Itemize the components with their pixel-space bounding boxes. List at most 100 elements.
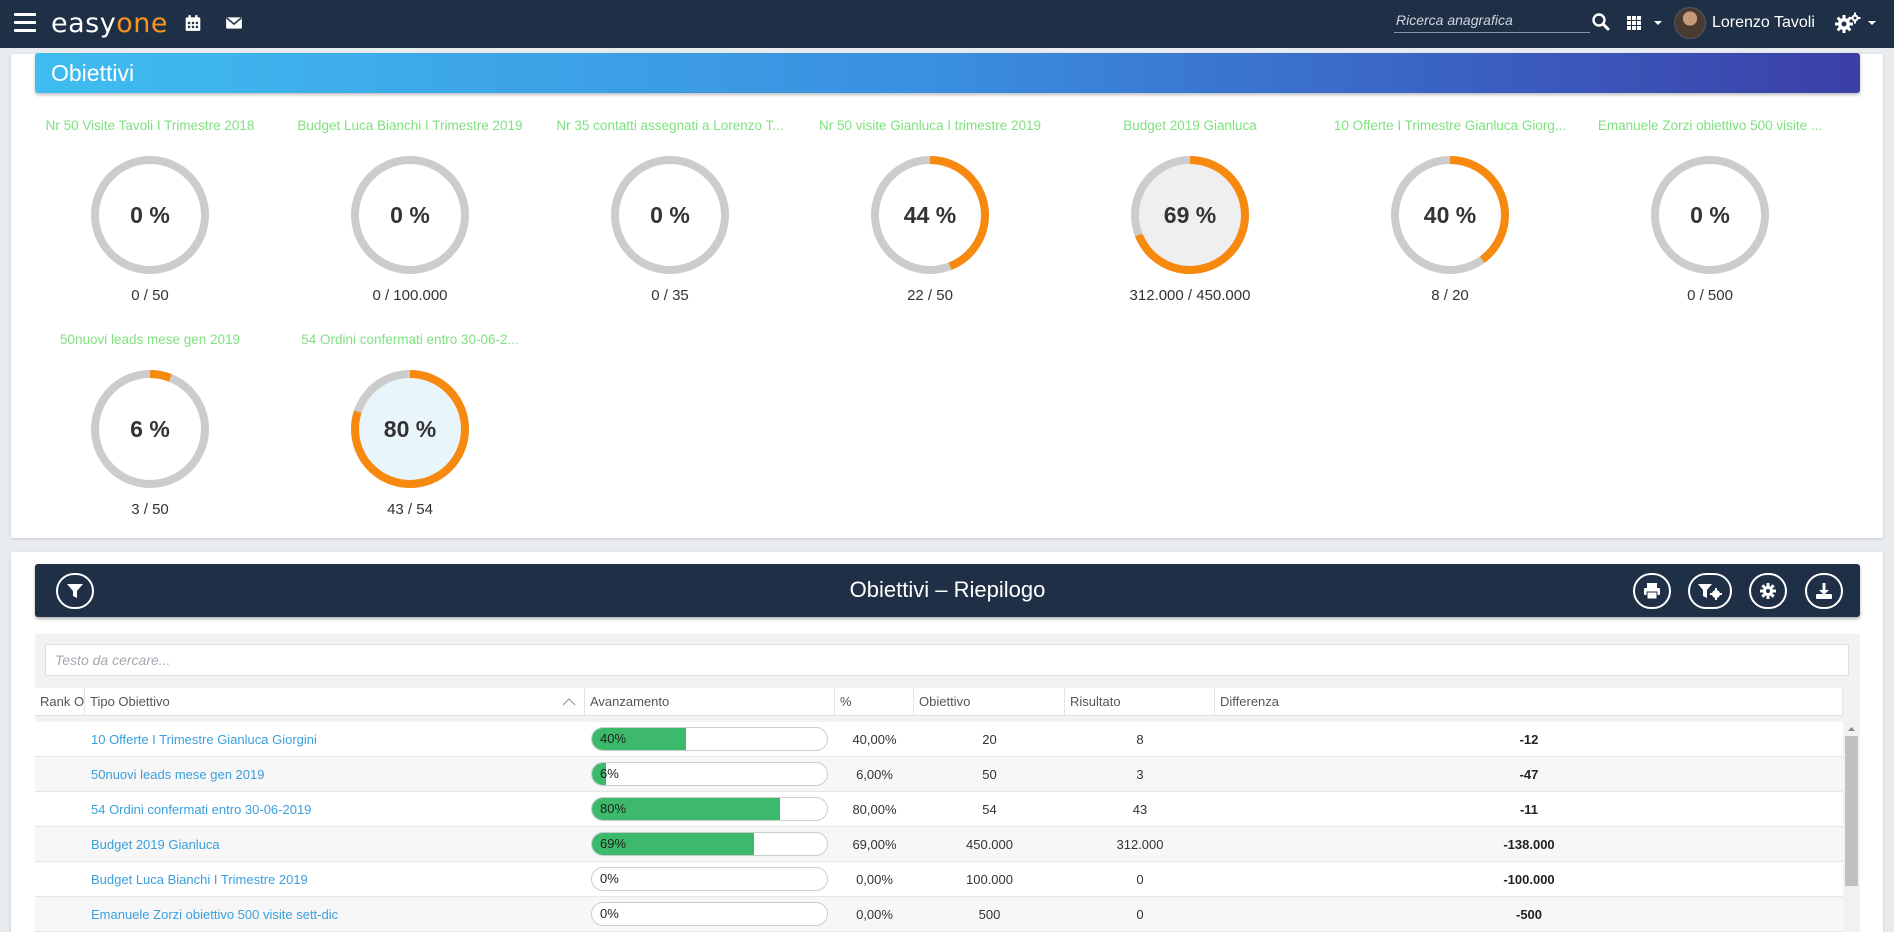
objective-gauge[interactable]: 54 Ordini confermati entro 30-06-2... 80 … [280, 332, 540, 542]
progress-bar-fill [592, 763, 607, 785]
objective-gauge[interactable]: Nr 35 contatti assegnati a Lorenzo T... 0… [540, 118, 800, 328]
gauge-value: 0 / 500 [1687, 287, 1733, 304]
table-row[interactable]: 50nuovi leads mese gen 2019 6% 6,00% 50 3 -47 [35, 757, 1843, 792]
objective-gauge[interactable]: Budget 2019 Gianluca 69 % 312.000 / 450.00… [1060, 118, 1320, 328]
download-button[interactable] [1805, 573, 1843, 609]
gauge-title: Budget 2019 Gianluca [1123, 118, 1257, 133]
gauge-track [611, 156, 729, 274]
gauge-ring [611, 156, 729, 274]
filter-icon [67, 584, 83, 598]
gauge-track [91, 156, 209, 274]
envelope-icon[interactable] [225, 14, 243, 32]
objective-gauge[interactable]: Emanuele Zorzi obiettivo 500 visite ... 0… [1580, 118, 1840, 328]
table-row[interactable]: 54 Ordini confermati entro 30-06-2019 80%… [35, 792, 1843, 827]
user-avatar[interactable] [1674, 7, 1706, 39]
table-row[interactable]: Budget Luca Bianchi I Trimestre 2019 0% 0,… [35, 862, 1843, 897]
target-cell: 500 [978, 907, 1001, 922]
progress-bar: 40% [591, 727, 828, 751]
progress-bar-label: 40% [600, 731, 627, 746]
gauge-percent: 40 % [1423, 202, 1477, 228]
progress-bar-label: 0% [600, 871, 619, 886]
settings-button[interactable] [1749, 573, 1787, 609]
gauge-value: 0 / 35 [651, 287, 689, 304]
gauge-title: Budget Luca Bianchi I Trimestre 2019 [297, 118, 523, 133]
target-cell: 50 [982, 767, 997, 782]
gauge-center [99, 378, 201, 480]
progress-bar-label: 80% [600, 801, 627, 816]
gauge-center [359, 378, 461, 480]
calendar-icon[interactable] [184, 14, 202, 32]
gauge-percent: 80 % [383, 416, 437, 442]
progress-bar: 80% [591, 797, 828, 821]
gauge-progress-arc [1391, 156, 1509, 274]
objective-type-link[interactable]: Budget 2019 Gianluca [91, 837, 220, 852]
objective-gauge[interactable]: 10 Offerte I Trimestre Gianluca Giorg...… [1320, 118, 1580, 328]
objective-type-link[interactable]: Budget Luca Bianchi I Trimestre 2019 [91, 872, 308, 887]
col-rank-header[interactable]: Rank O [35, 688, 85, 716]
table-row[interactable]: Budget 2019 Gianluca 69% 69,00% 450.000 312.… [35, 827, 1843, 862]
table-search-box[interactable] [45, 644, 1849, 676]
gauge-center [1399, 164, 1501, 266]
gauge-percent: 44 % [903, 202, 957, 228]
gauge-ring [1651, 156, 1769, 274]
scrollbar-thumb[interactable] [1845, 736, 1858, 886]
objectives-panel [11, 54, 1883, 538]
gauge-title: Emanuele Zorzi obiettivo 500 visite ... [1597, 118, 1823, 133]
gauge-ring [351, 156, 469, 274]
gauge-title: 50nuovi leads mese gen 2019 [59, 332, 241, 347]
gauge-center [359, 164, 461, 266]
progress-bar-label: 69% [600, 836, 627, 851]
progress-bar-fill [592, 798, 780, 820]
gauge-progress-arc [1131, 156, 1249, 274]
objective-type-link[interactable]: Emanuele Zorzi obiettivo 500 visite sett… [91, 907, 339, 922]
result-cell: 43 [1132, 802, 1148, 817]
progress-bar: 0% [591, 867, 828, 891]
result-cell: 312.000 [1116, 837, 1164, 852]
col-progress-header[interactable]: Avanzamento [585, 688, 835, 716]
table-search-input[interactable] [46, 645, 1848, 675]
table-scrollbar[interactable] [1845, 722, 1858, 932]
objective-type-link[interactable]: 50nuovi leads mese gen 2019 [91, 767, 265, 782]
col-type-header[interactable]: Tipo Obiettivo [85, 688, 585, 716]
objective-type-link[interactable]: 10 Offerte I Trimestre Gianluca Giorgini [91, 732, 317, 747]
col-pct-header[interactable]: % [835, 688, 914, 716]
gauge-track [351, 156, 469, 274]
gauge-title: Nr 35 contatti assegnati a Lorenzo T... [556, 118, 784, 133]
target-cell: 450.000 [966, 837, 1013, 852]
hamburger-menu-icon[interactable] [14, 13, 36, 32]
table-row[interactable]: 10 Offerte I Trimestre Gianluca Giorgini… [35, 722, 1843, 757]
objective-gauge[interactable]: Nr 50 Visite Tavoli I Trimestre 2018 0 % 0… [20, 118, 280, 328]
objective-type-link[interactable]: 54 Ordini confermati entro 30-06-2019 [91, 802, 312, 817]
anagrafica-search-input[interactable] [1394, 8, 1590, 32]
download-icon [1816, 583, 1832, 599]
gauge-ring [91, 156, 209, 274]
sort-asc-icon[interactable] [562, 697, 576, 706]
filter-settings-button[interactable] [1688, 573, 1732, 609]
print-button[interactable] [1633, 573, 1671, 609]
col-diff-header[interactable]: Differenza [1215, 688, 1843, 716]
progress-bar: 6% [591, 762, 828, 786]
gauge-value: 3 / 50 [131, 501, 169, 518]
gauge-ring [91, 370, 209, 488]
objective-gauge[interactable]: 50nuovi leads mese gen 2019 6 % 3 / 50 [20, 332, 280, 542]
scroll-up-icon[interactable] [1845, 724, 1858, 734]
settings-cogs-icon[interactable] [1834, 12, 1878, 34]
progress-bar-label: 0% [600, 906, 619, 921]
objectives-header: Obiettivi [35, 53, 1860, 93]
table-header: Rank O Tipo Obiettivo Avanzamento % Obie… [35, 688, 1843, 716]
gauge-center [99, 164, 201, 266]
objective-gauge[interactable]: Budget Luca Bianchi I Trimestre 2019 0 % 0… [280, 118, 540, 328]
apps-grid-icon[interactable] [1626, 14, 1662, 32]
app-logo[interactable]: easyone [51, 8, 168, 39]
table-row[interactable]: Emanuele Zorzi obiettivo 500 visite sett… [35, 897, 1843, 932]
col-result-header[interactable]: Risultato [1065, 688, 1215, 716]
anagrafica-search[interactable] [1394, 8, 1590, 33]
search-icon[interactable] [1591, 12, 1611, 32]
objective-gauge[interactable]: Nr 50 visite Gianluca I trimestre 2019 44… [800, 118, 1060, 328]
diff-cell: -11 [1519, 802, 1539, 817]
col-target-header[interactable]: Obiettivo [914, 688, 1065, 716]
username-label[interactable]: Lorenzo Tavoli [1712, 14, 1815, 31]
filter-settings-icon [1698, 584, 1722, 600]
print-icon [1644, 583, 1660, 600]
filter-button[interactable] [56, 573, 94, 609]
